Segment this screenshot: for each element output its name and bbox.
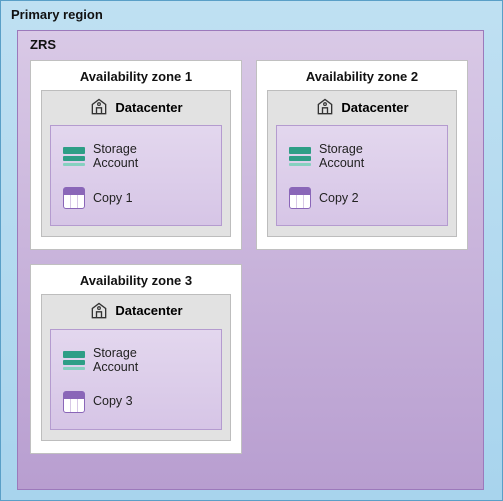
- datacenter-box: Datacenter Storage Account: [267, 90, 457, 237]
- storage-account-icon: [289, 145, 311, 167]
- datacenter-inner: Storage Account Copy 3: [50, 329, 222, 430]
- availability-zone-1: Availability zone 1 Datacenter: [30, 60, 242, 250]
- zone-title: Availability zone 3: [41, 273, 231, 288]
- copy-label: Copy 3: [93, 394, 133, 408]
- availability-zone-2: Availability zone 2 Datacenter: [256, 60, 468, 250]
- storage-account-item: Storage Account: [61, 340, 211, 381]
- datacenter-inner: Storage Account Copy 1: [50, 125, 222, 226]
- zrs-container: ZRS Availability zone 1 Datacenter: [17, 30, 484, 490]
- storage-account-icon: [63, 349, 85, 371]
- datacenter-label: Datacenter: [341, 100, 408, 115]
- storage-account-item: Storage Account: [61, 136, 211, 177]
- copy-icon: [63, 187, 85, 209]
- copy-icon: [63, 391, 85, 413]
- zrs-title: ZRS: [30, 37, 471, 52]
- copy-icon: [289, 187, 311, 209]
- datacenter-box: Datacenter Storage Account: [41, 90, 231, 237]
- copy-label: Copy 2: [319, 191, 359, 205]
- storage-account-label: Storage Account: [319, 142, 364, 171]
- copy-label: Copy 1: [93, 191, 133, 205]
- datacenter-header: Datacenter: [276, 97, 448, 117]
- datacenter-label: Datacenter: [115, 100, 182, 115]
- zone-title: Availability zone 1: [41, 69, 231, 84]
- copy-item: Copy 1: [61, 181, 211, 215]
- datacenter-inner: Storage Account Copy 2: [276, 125, 448, 226]
- storage-account-label: Storage Account: [93, 346, 138, 375]
- zone-title: Availability zone 2: [267, 69, 457, 84]
- primary-region: Primary region ZRS Availability zone 1 D…: [0, 0, 503, 501]
- zones-grid: Availability zone 1 Datacenter: [30, 60, 471, 454]
- storage-account-item: Storage Account: [287, 136, 437, 177]
- copy-item: Copy 3: [61, 385, 211, 419]
- datacenter-box: Datacenter Storage Account: [41, 294, 231, 441]
- datacenter-header: Datacenter: [50, 301, 222, 321]
- datacenter-icon: [89, 301, 109, 321]
- datacenter-icon: [315, 97, 335, 117]
- copy-item: Copy 2: [287, 181, 437, 215]
- datacenter-icon: [89, 97, 109, 117]
- availability-zone-3: Availability zone 3 Datacenter: [30, 264, 242, 454]
- primary-region-title: Primary region: [11, 7, 492, 22]
- storage-account-label: Storage Account: [93, 142, 138, 171]
- datacenter-label: Datacenter: [115, 303, 182, 318]
- datacenter-header: Datacenter: [50, 97, 222, 117]
- storage-account-icon: [63, 145, 85, 167]
